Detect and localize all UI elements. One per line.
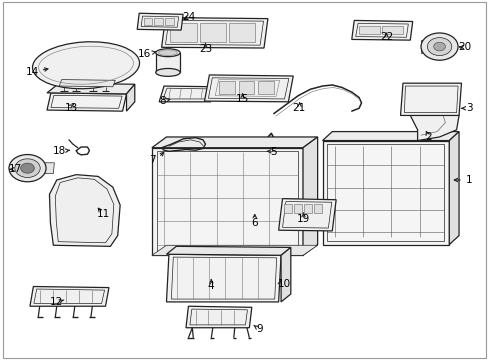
Text: 11: 11 xyxy=(97,209,110,219)
Polygon shape xyxy=(284,204,292,213)
Polygon shape xyxy=(294,204,302,213)
Text: 8: 8 xyxy=(159,96,165,106)
Polygon shape xyxy=(278,199,335,231)
Circle shape xyxy=(420,33,457,60)
Text: 18: 18 xyxy=(53,146,66,156)
Polygon shape xyxy=(143,18,152,25)
Circle shape xyxy=(424,107,429,110)
Text: 16: 16 xyxy=(138,49,151,59)
Circle shape xyxy=(424,90,429,94)
Polygon shape xyxy=(30,287,109,306)
Ellipse shape xyxy=(158,50,177,55)
Polygon shape xyxy=(382,26,403,35)
Circle shape xyxy=(15,159,40,177)
Polygon shape xyxy=(47,93,126,111)
Polygon shape xyxy=(166,246,290,255)
Text: 12: 12 xyxy=(50,297,63,307)
Polygon shape xyxy=(37,163,54,174)
Polygon shape xyxy=(49,175,120,246)
Polygon shape xyxy=(199,23,225,42)
Polygon shape xyxy=(126,84,135,111)
Polygon shape xyxy=(164,18,173,25)
Text: 1: 1 xyxy=(465,175,471,185)
Polygon shape xyxy=(166,254,281,302)
Polygon shape xyxy=(358,26,379,35)
Polygon shape xyxy=(154,18,163,25)
Circle shape xyxy=(441,107,446,110)
Text: 22: 22 xyxy=(379,32,392,41)
Polygon shape xyxy=(409,90,458,140)
Polygon shape xyxy=(258,81,273,94)
Polygon shape xyxy=(303,137,317,255)
Text: 17: 17 xyxy=(9,164,22,174)
Text: 4: 4 xyxy=(206,281,213,291)
Text: 14: 14 xyxy=(26,67,39,77)
Text: 20: 20 xyxy=(457,42,470,52)
Circle shape xyxy=(441,90,446,94)
Ellipse shape xyxy=(33,42,139,89)
Text: 23: 23 xyxy=(199,44,212,54)
Polygon shape xyxy=(219,81,234,94)
Text: 7: 7 xyxy=(149,155,156,165)
Text: 13: 13 xyxy=(64,103,78,113)
Polygon shape xyxy=(281,247,290,302)
Polygon shape xyxy=(159,86,215,102)
Polygon shape xyxy=(137,13,183,30)
Text: 21: 21 xyxy=(291,103,305,113)
Text: 15: 15 xyxy=(235,94,249,104)
Polygon shape xyxy=(152,137,317,148)
Text: 24: 24 xyxy=(182,12,195,22)
Polygon shape xyxy=(448,132,458,244)
Circle shape xyxy=(20,163,34,173)
Polygon shape xyxy=(156,53,180,72)
Text: 6: 6 xyxy=(251,218,258,228)
Polygon shape xyxy=(322,132,458,140)
Ellipse shape xyxy=(156,68,180,76)
Polygon shape xyxy=(400,83,461,116)
Text: 19: 19 xyxy=(296,215,309,224)
Text: 2: 2 xyxy=(424,132,431,142)
Polygon shape xyxy=(170,23,196,42)
Polygon shape xyxy=(185,306,251,328)
Polygon shape xyxy=(313,204,321,213)
Text: 5: 5 xyxy=(270,147,277,157)
Text: 10: 10 xyxy=(277,279,290,289)
Text: 3: 3 xyxy=(465,103,471,113)
Polygon shape xyxy=(59,80,115,87)
Polygon shape xyxy=(304,204,311,213)
Polygon shape xyxy=(420,40,435,53)
Polygon shape xyxy=(161,18,267,48)
Polygon shape xyxy=(47,83,135,94)
Polygon shape xyxy=(322,140,448,244)
Ellipse shape xyxy=(156,49,180,57)
Circle shape xyxy=(407,107,412,110)
Polygon shape xyxy=(204,75,293,102)
Polygon shape xyxy=(152,148,303,255)
Polygon shape xyxy=(228,23,255,42)
Polygon shape xyxy=(152,245,317,255)
Circle shape xyxy=(427,38,451,55)
Text: 9: 9 xyxy=(256,324,263,334)
Polygon shape xyxy=(238,81,254,94)
Circle shape xyxy=(407,90,412,94)
Circle shape xyxy=(9,154,46,182)
Circle shape xyxy=(433,42,445,51)
Polygon shape xyxy=(351,21,412,40)
